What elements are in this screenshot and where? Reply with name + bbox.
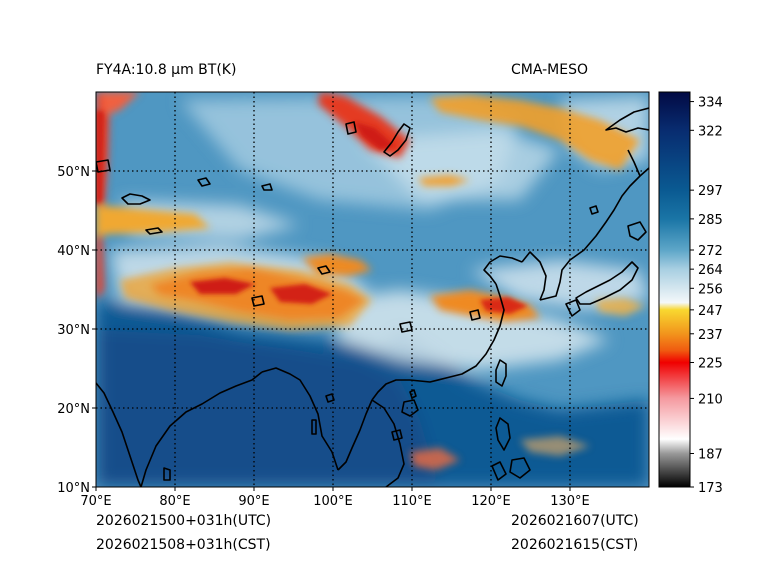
lon-label-110: 110°E bbox=[392, 494, 432, 509]
cirrus-band-south-china bbox=[330, 290, 610, 370]
init-time-utc: 2026021500+031h(UTC) bbox=[96, 513, 272, 529]
colorbar-label-264: 264 bbox=[698, 263, 723, 278]
valid-time-cst: 2026021615(CST) bbox=[511, 537, 639, 553]
colorbar-label-210: 210 bbox=[698, 392, 723, 407]
coast-india-west bbox=[96, 382, 142, 487]
cold-cloud-east-sea bbox=[595, 298, 645, 316]
deep-convection-tibet-1 bbox=[190, 278, 255, 294]
pale-cloud-siberia bbox=[360, 130, 560, 200]
lat-label-40: 40°N bbox=[57, 244, 90, 259]
colorbar-label-237: 237 bbox=[698, 328, 723, 343]
coast-bay-of-bengal bbox=[261, 367, 339, 471]
colorbar-label-247: 247 bbox=[698, 304, 723, 319]
lon-label-120: 120°E bbox=[471, 494, 511, 509]
coast-bohai bbox=[483, 255, 523, 285]
model-name: CMA-MESO bbox=[511, 62, 589, 78]
colorbar-label-225: 225 bbox=[698, 357, 723, 372]
colorbar-frame bbox=[658, 91, 691, 488]
lat-label-50: 50°N bbox=[57, 165, 90, 180]
colorbar-gradient bbox=[659, 92, 690, 487]
lake-inle bbox=[325, 393, 335, 403]
coast-india-east bbox=[140, 371, 263, 487]
coast-korea-west bbox=[521, 251, 547, 301]
lake-dongting bbox=[399, 321, 413, 333]
cold-cloud-northeast bbox=[430, 95, 640, 170]
island-taiwan bbox=[495, 359, 507, 387]
deep-convection-siberia bbox=[355, 122, 395, 150]
colorbar-label-334: 334 bbox=[698, 96, 723, 111]
cold-cloud-philippines bbox=[520, 436, 590, 456]
colorbar-label-187: 187 bbox=[698, 447, 723, 462]
cold-cloud-central-asia-2 bbox=[418, 175, 470, 186]
coast-korea-east bbox=[539, 259, 571, 301]
cold-cloud-north-corner bbox=[100, 92, 140, 116]
deep-convection-tibet-2 bbox=[270, 284, 332, 304]
lake-ubsu-nur bbox=[261, 183, 273, 191]
lat-label-30: 30°N bbox=[57, 323, 90, 338]
axis-labels: 70°E 80°E 90°E 100°E 110°E 120°E 130°E 10°N 20°N… bbox=[57, 165, 590, 509]
island-kyushu bbox=[565, 299, 581, 317]
colorbar-label-322: 322 bbox=[698, 124, 723, 139]
lon-label-100: 100°E bbox=[313, 494, 353, 509]
coast-malay-peninsula bbox=[337, 399, 373, 471]
valid-time-utc: 2026021607(UTC) bbox=[511, 513, 639, 529]
lake-tonle-sap bbox=[391, 429, 403, 441]
island-honshu bbox=[575, 261, 639, 305]
island-hainan-strait bbox=[409, 389, 417, 399]
island-hainan bbox=[401, 399, 419, 417]
lake-qinghai bbox=[317, 265, 331, 275]
lake-tai bbox=[469, 309, 481, 321]
deep-convection-west-edge bbox=[96, 110, 104, 205]
coast-east-siberia bbox=[569, 167, 649, 261]
lake-khovsgol bbox=[345, 121, 357, 135]
island-visayas bbox=[491, 461, 507, 481]
brightness-temperature-imagery bbox=[96, 92, 649, 487]
coast-gulf-of-tonkin bbox=[371, 379, 410, 401]
deep-convection-yangtze bbox=[480, 297, 528, 314]
island-sri-lanka bbox=[163, 467, 171, 481]
lake-khanka bbox=[589, 205, 599, 215]
island-luzon bbox=[495, 417, 511, 451]
colorbar-label-272: 272 bbox=[698, 244, 723, 259]
cold-cloud-northwest-belt bbox=[96, 205, 210, 236]
cold-cloud-sulu bbox=[410, 448, 460, 470]
colorbar-label-285: 285 bbox=[698, 213, 723, 228]
lon-label-80: 80°E bbox=[159, 494, 190, 509]
lat-label-10: 10°N bbox=[57, 481, 90, 496]
lon-label-130: 130°E bbox=[550, 494, 590, 509]
colorbar: 334 322 297 285 272 264 256 247 237 225 210 187 173 bbox=[658, 91, 723, 496]
lake-baikal bbox=[383, 123, 411, 157]
lake-aral-fragment bbox=[96, 159, 111, 173]
lake-nam-co bbox=[251, 295, 265, 307]
colorbar-label-297: 297 bbox=[698, 184, 723, 199]
init-time-cst: 2026021508+031h(CST) bbox=[96, 537, 271, 553]
coast-okhotsk bbox=[605, 107, 649, 133]
product-title: FY4A:10.8 µm BT(K) bbox=[96, 62, 237, 78]
graticule bbox=[96, 92, 649, 487]
coast-south-china bbox=[409, 283, 505, 383]
island-sakhalin bbox=[627, 149, 641, 177]
colorbar-label-173: 173 bbox=[698, 481, 723, 496]
lake-balkhash bbox=[121, 193, 151, 205]
island-mindanao bbox=[509, 457, 531, 479]
lon-label-90: 90°E bbox=[238, 494, 269, 509]
cold-cloud-tibet-margin bbox=[120, 262, 372, 330]
lat-label-20: 20°N bbox=[57, 402, 90, 417]
lon-label-70: 70°E bbox=[80, 494, 111, 509]
island-andaman bbox=[311, 419, 317, 435]
lake-issyk-kul bbox=[145, 227, 163, 235]
island-hokkaido bbox=[627, 221, 647, 241]
lake-zaysan bbox=[197, 177, 211, 187]
colorbar-label-256: 256 bbox=[698, 282, 723, 297]
map-frame bbox=[95, 91, 650, 488]
